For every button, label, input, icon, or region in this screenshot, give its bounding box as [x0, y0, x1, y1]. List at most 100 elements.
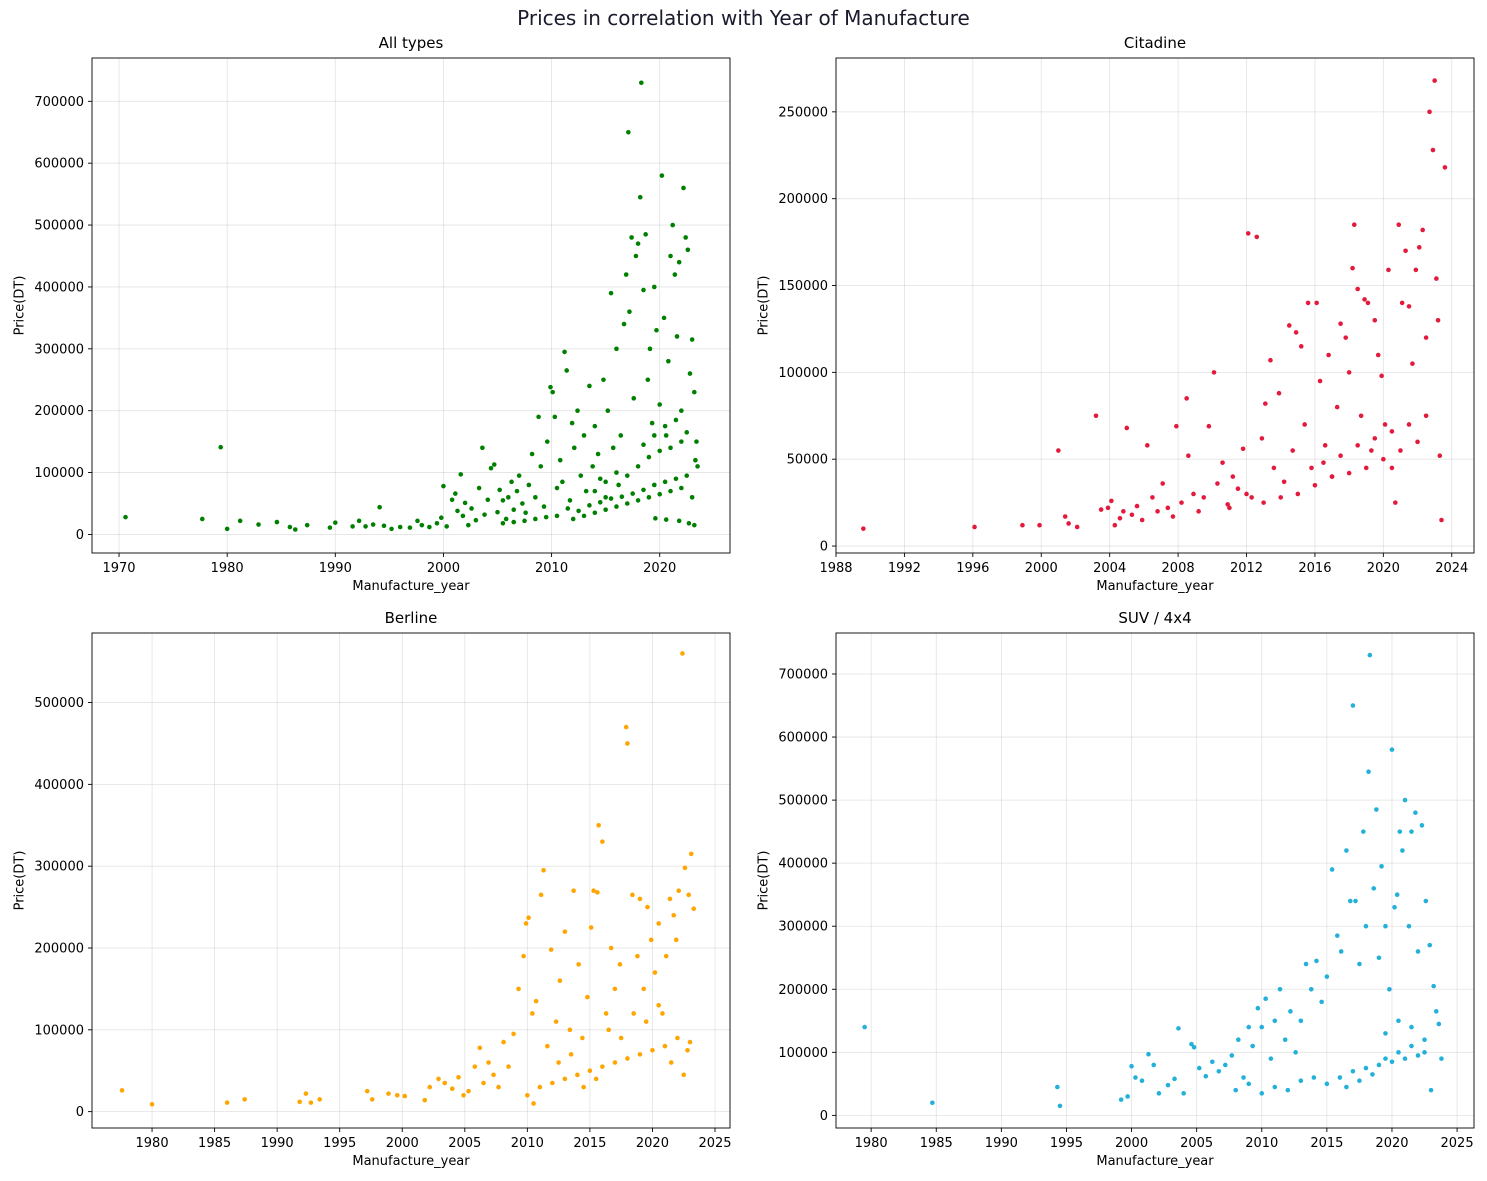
x-tick-label: 1980 — [855, 1136, 888, 1151]
x-axis-label: Manufacture_year — [1096, 579, 1214, 594]
x-tick-label: 2008 — [1162, 561, 1195, 576]
scatter-point — [603, 479, 608, 485]
y-tick-label: 150000 — [778, 279, 828, 294]
x-tick-label: 2004 — [1093, 561, 1126, 576]
scatter-point — [1382, 422, 1388, 427]
x-tick-label: 2000 — [1115, 1136, 1148, 1151]
scatter-point — [1286, 323, 1292, 328]
scatter-point — [608, 496, 614, 501]
scatter-point — [1376, 955, 1382, 961]
y-tick-label: 200000 — [34, 942, 84, 957]
scatter-point — [571, 445, 577, 451]
scatter-point — [304, 522, 310, 528]
scatter-point — [1409, 1043, 1414, 1049]
scatter-point — [633, 253, 639, 259]
scatter-point — [1355, 443, 1360, 448]
scatter-point — [1181, 1091, 1186, 1096]
scatter-point — [333, 520, 338, 525]
scatter-point — [1348, 898, 1353, 904]
scatter-point — [1372, 317, 1378, 323]
scatter-point — [543, 514, 549, 520]
scatter-point — [1055, 1084, 1060, 1090]
scatter-point — [1334, 933, 1340, 938]
scatter-point — [930, 1100, 935, 1106]
y-tick-label: 400000 — [34, 778, 84, 793]
scatter-point — [1362, 297, 1367, 302]
scatter-point — [1434, 276, 1439, 281]
x-tick-label: 2000 — [1025, 561, 1058, 576]
scatter-point — [595, 451, 601, 457]
scatter-point — [623, 724, 629, 730]
scatter-point — [862, 1024, 867, 1030]
y-tick-label: 300000 — [778, 920, 828, 935]
scatter-point — [679, 408, 684, 413]
scatter-point — [1386, 267, 1391, 273]
scatter-point — [689, 495, 695, 500]
scatter-point — [592, 423, 598, 429]
scatter-point — [608, 945, 614, 951]
scatter-point — [861, 526, 866, 531]
x-tick-label: 2025 — [698, 1136, 731, 1151]
scatter-point — [1272, 1018, 1278, 1024]
scatter-point — [1366, 769, 1371, 775]
scatter-point — [1196, 509, 1201, 514]
scatter-point — [1037, 522, 1042, 528]
scatter-point — [496, 1084, 501, 1090]
scatter-point — [509, 479, 514, 485]
x-tick-label: 2015 — [573, 1136, 606, 1151]
scatter-point — [1150, 495, 1155, 500]
y-tick-label: 300000 — [34, 342, 84, 357]
scatter-point — [1396, 1050, 1401, 1055]
x-tick-label: 2010 — [511, 1136, 544, 1151]
scatter-point — [1396, 1018, 1401, 1024]
scatter-point — [1174, 423, 1179, 429]
scatter-point — [1261, 500, 1266, 505]
scatter-point — [1216, 1068, 1222, 1074]
scatter-point — [600, 1064, 605, 1069]
scatter-point — [514, 488, 520, 494]
scatter-point — [1402, 797, 1408, 803]
scatter-point — [1250, 1043, 1255, 1049]
x-tick-label: 2020 — [636, 1136, 669, 1151]
scatter-point — [1350, 1068, 1356, 1074]
x-tick-label: 2020 — [643, 561, 676, 576]
scatter-point — [681, 1072, 687, 1078]
scatter-point — [1220, 460, 1225, 465]
scatter-point — [1381, 456, 1386, 462]
scatter-point — [386, 1091, 391, 1096]
y-tick-label: 500000 — [34, 696, 84, 711]
scatter-point — [1376, 1062, 1382, 1068]
scatter-point — [569, 420, 575, 426]
scatter-point — [662, 423, 668, 429]
scatter-point — [596, 822, 601, 828]
scatter-point — [567, 1027, 573, 1033]
scatter-point — [688, 851, 694, 857]
scatter-point — [641, 986, 646, 992]
scatter-point — [530, 1011, 535, 1016]
scatter-point — [652, 433, 657, 438]
scatter-point — [119, 1088, 125, 1093]
scatter-point — [587, 503, 592, 508]
scatter-point — [1191, 491, 1196, 497]
scatter-point — [1338, 453, 1343, 459]
scatter-point — [581, 433, 587, 438]
x-tick-label: 1990 — [985, 1136, 1018, 1151]
scatter-point — [482, 512, 487, 517]
scatter-point — [1351, 222, 1357, 228]
scatter-point — [560, 479, 565, 485]
scatter-point — [1133, 1075, 1138, 1080]
scatter-point — [1290, 448, 1295, 453]
scatter-point — [1117, 515, 1123, 521]
scatter-point — [1314, 958, 1319, 964]
scatter-point — [442, 1080, 448, 1086]
scatter-point — [637, 896, 643, 902]
scatter-point — [657, 491, 663, 497]
y-tick-label: 200000 — [778, 983, 828, 998]
scatter-point — [1369, 448, 1374, 453]
scatter-point — [1179, 500, 1184, 505]
scatter-point — [550, 389, 555, 395]
scatter-point — [1415, 439, 1420, 445]
y-tick-label: 100000 — [34, 1023, 84, 1038]
